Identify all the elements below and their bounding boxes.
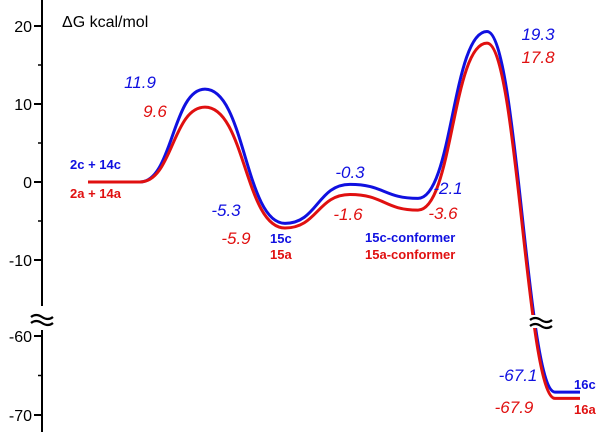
y-axis-title: ΔG kcal/mol xyxy=(62,14,148,31)
species-label-red: 16a xyxy=(574,402,596,417)
value-label-red: -1.6 xyxy=(333,205,363,224)
value-label-blue: 11.9 xyxy=(124,73,156,92)
y-tick-label: 0 xyxy=(23,175,32,192)
species-label-blue: 2c + 14c xyxy=(70,157,121,172)
energy-curves xyxy=(88,29,580,400)
value-label-blue: -2.1 xyxy=(433,179,462,198)
y-tick-label: 20 xyxy=(14,19,32,36)
energy-curve-blue xyxy=(88,29,580,394)
species-label-red: 15a xyxy=(270,247,292,262)
data-labels: 11.9 -5.3 -0.3 -2.1 19.3 -67.1 2c + 14c 15c 15c-… xyxy=(70,25,596,417)
energy-curve-red xyxy=(88,41,580,400)
species-label-red: 2a + 14a xyxy=(70,186,122,201)
value-label-blue: -0.3 xyxy=(335,163,365,182)
value-label-blue: -5.3 xyxy=(211,201,241,220)
curve-break xyxy=(529,315,553,330)
value-label-red: 9.6 xyxy=(143,102,167,121)
species-label-red: 15a-conformer xyxy=(365,247,455,262)
species-label-blue: 15c xyxy=(270,231,292,246)
species-label-blue: 15c-conformer xyxy=(365,230,455,245)
value-label-red: -67.9 xyxy=(495,398,534,417)
value-label-blue: -67.1 xyxy=(499,366,538,385)
value-label-red: -3.6 xyxy=(428,204,458,223)
value-label-red: -5.9 xyxy=(221,229,251,248)
y-axis: 20 10 0 -10 -60 -70 xyxy=(9,0,54,432)
y-tick-label: -60 xyxy=(9,329,32,346)
value-label-red: 17.8 xyxy=(521,48,555,67)
value-label-blue: 19.3 xyxy=(521,25,555,44)
y-tick-label: -70 xyxy=(9,408,32,425)
y-tick-label: 10 xyxy=(14,97,32,114)
axis-break-mark xyxy=(30,311,54,327)
y-tick-label: -10 xyxy=(9,253,32,270)
species-label-blue: 16c xyxy=(574,377,596,392)
